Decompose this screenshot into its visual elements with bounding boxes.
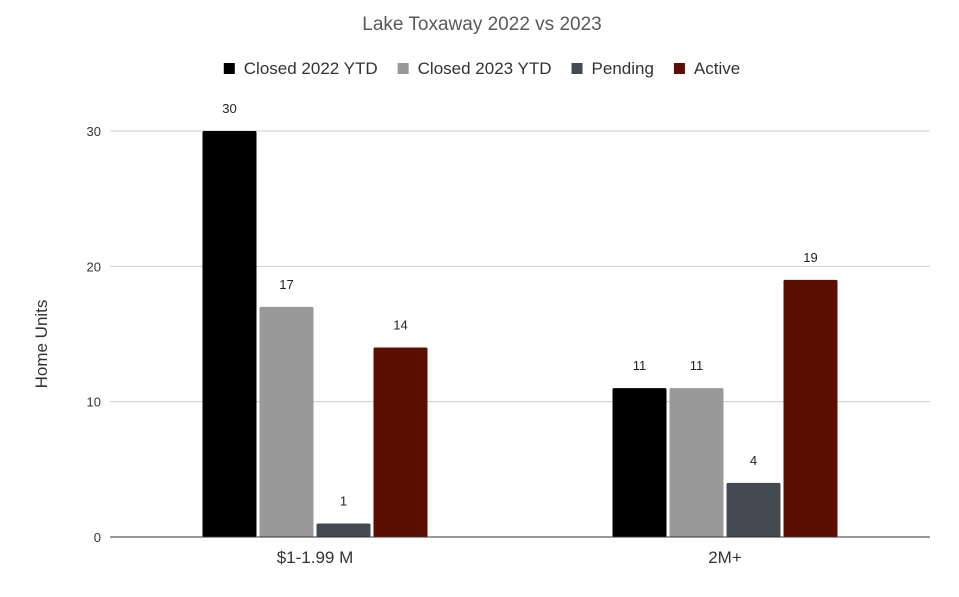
legend-label: Closed 2023 YTD xyxy=(418,59,552,78)
category-labels: $1-1.99 M 2M+ xyxy=(277,548,742,567)
data-label: 11 xyxy=(633,358,647,373)
y-tick-label: 20 xyxy=(87,259,101,274)
y-tick-label: 0 xyxy=(94,530,101,545)
legend: Closed 2022 YTD Closed 2023 YTD Pending Act… xyxy=(223,59,740,78)
legend-swatch xyxy=(223,63,235,74)
y-tick-label: 10 xyxy=(87,395,101,410)
y-axis-label: Home Units xyxy=(32,300,51,389)
bar xyxy=(259,306,314,537)
legend-label: Active xyxy=(694,59,740,78)
bar xyxy=(373,347,428,537)
data-label: 4 xyxy=(750,453,757,468)
legend-swatch xyxy=(571,63,583,74)
bar xyxy=(316,523,371,537)
data-label: 11 xyxy=(690,358,704,373)
legend-swatch xyxy=(397,63,409,74)
y-tick-label: 30 xyxy=(87,124,101,139)
data-label: 14 xyxy=(393,318,407,333)
data-label: 1 xyxy=(340,493,347,508)
x-category-label: 2M+ xyxy=(708,548,742,567)
bar xyxy=(612,388,667,537)
data-label: 17 xyxy=(279,277,293,292)
legend-label: Closed 2022 YTD xyxy=(244,59,378,78)
legend-swatch xyxy=(673,63,685,74)
data-label: 19 xyxy=(803,250,817,265)
bars xyxy=(202,131,838,537)
y-axis-ticks: 0 10 20 30 xyxy=(87,124,101,545)
bar xyxy=(726,482,781,537)
x-category-label: $1-1.99 M xyxy=(277,548,354,567)
bar xyxy=(669,388,724,537)
bar xyxy=(202,131,257,537)
legend-label: Pending xyxy=(592,59,654,78)
bar xyxy=(783,279,838,537)
data-label: 30 xyxy=(222,101,236,116)
chart-title: Lake Toxaway 2022 vs 2023 xyxy=(362,14,601,35)
